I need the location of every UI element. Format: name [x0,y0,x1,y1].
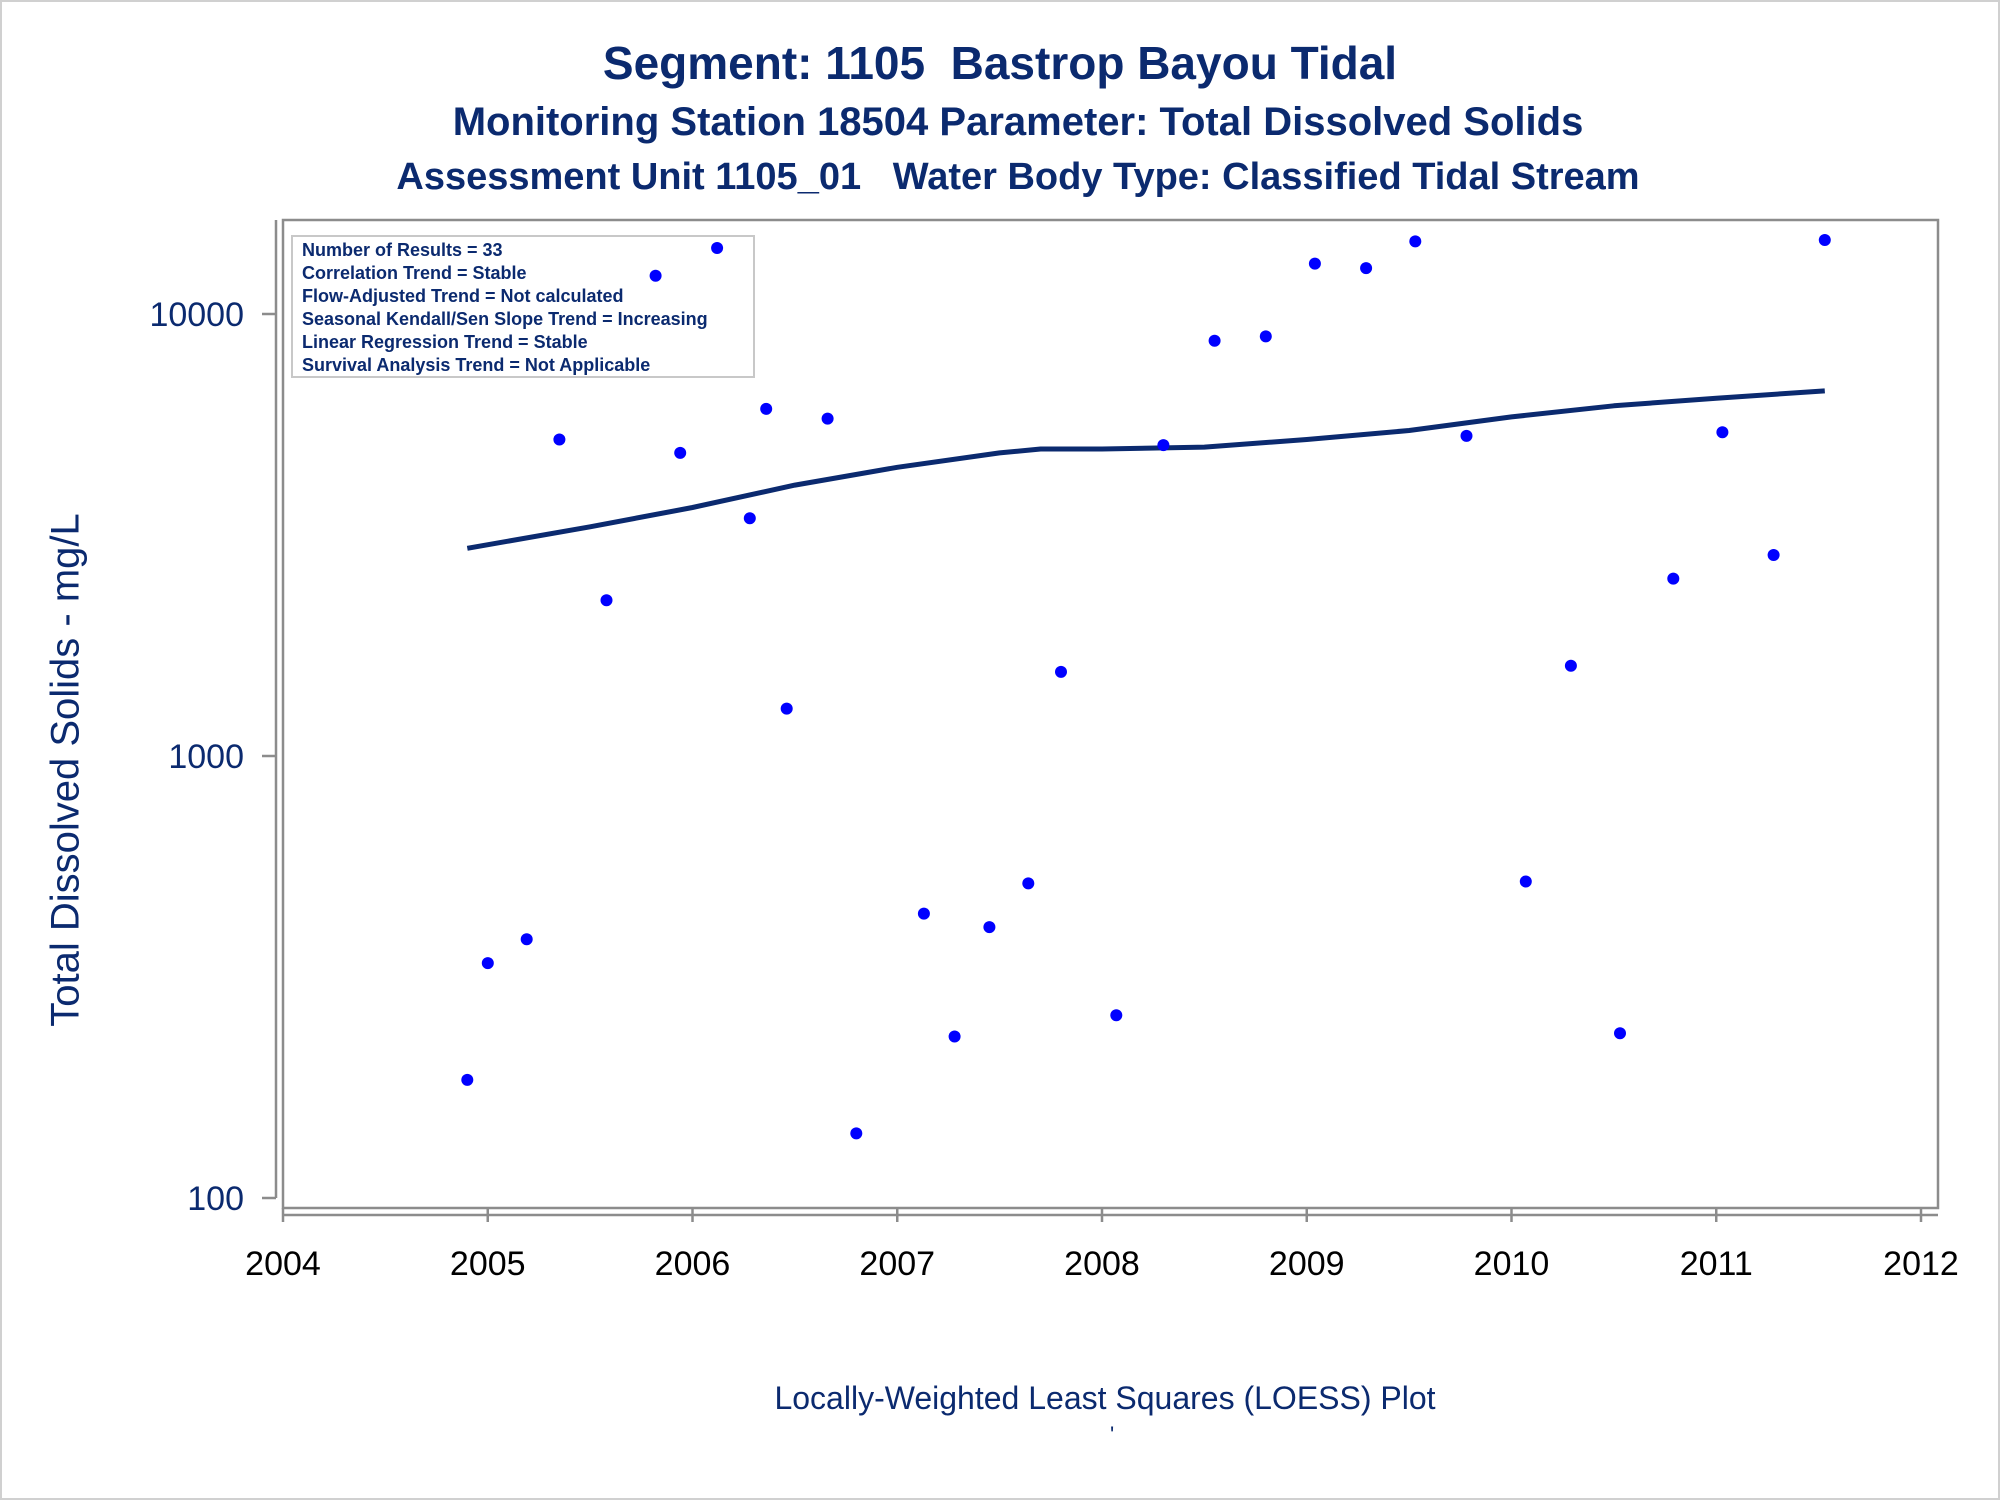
chart-subtitle-assessment: Assessment Unit 1105_01 Water Body Type:… [396,156,1640,198]
loess-trend-line [466,388,1825,551]
data-point [1360,262,1373,275]
chart-title: Segment: 1105 Bastrop Bayou Tidal [602,37,1398,89]
x-tick-label: 2004 [245,1245,321,1283]
data-point [649,269,662,282]
stats-line: Flow-Adjusted Trend = Not calculated [302,286,624,306]
data-point [1614,1027,1626,1040]
data-point [780,702,793,715]
data-point [850,1127,863,1140]
data-point [1716,426,1729,439]
footnote-mark: ' [1110,1422,1115,1447]
chart-subtitle-station: Monitoring Station 18504 Parameter: Tota… [452,100,1584,144]
data-point [1259,330,1272,343]
y-axis: 100 1000 10000 [149,220,278,1218]
data-point [821,412,834,425]
data-point [760,402,773,415]
data-point [1519,875,1532,888]
y-axis-label: Total Dissolved Solids - mg/L [43,513,88,1027]
data-point [1157,439,1170,452]
x-axis: 2004 2005 2006 2007 2008 2009 2010 2011 2012 [245,1208,1959,1283]
stats-line: Number of Results = 33 [302,240,503,260]
data-point [1208,334,1221,347]
data-point [1460,429,1473,442]
data-point [1564,659,1577,672]
stats-line: Linear Regression Trend = Stable [302,332,588,352]
data-point [1767,549,1780,561]
data-point [481,957,494,970]
data-point [948,1030,961,1043]
x-tick-label: 2008 [1064,1245,1140,1283]
x-tick-label: 2012 [1883,1245,1959,1283]
data-point [1022,877,1035,890]
data-point [1055,665,1067,678]
y-tick-label: 10000 [149,296,244,334]
stats-line: Correlation Trend = Stable [302,263,527,283]
y-tick-label: 100 [187,1180,244,1218]
data-point [600,594,613,607]
data-point [1818,234,1831,246]
x-tick-label: 2009 [1269,1245,1345,1283]
plot-footnote: Locally-Weighted Least Squares (LOESS) P… [774,1380,1436,1416]
data-point [461,1073,474,1086]
x-tick-label: 2010 [1474,1245,1550,1283]
x-tick-label: 2011 [1680,1245,1753,1283]
data-point [520,933,533,946]
data-point [674,446,687,459]
stats-line: Seasonal Kendall/Sen Slope Trend = Incre… [302,309,708,329]
data-point [917,907,930,920]
y-tick-label: 1000 [168,738,244,776]
data-point [553,433,566,446]
plot-area [281,218,1940,1210]
data-point [983,921,996,934]
data-point [1409,235,1422,248]
series-layer [461,234,1831,1140]
x-tick-label: 2006 [655,1245,731,1283]
x-tick-label: 2007 [859,1245,935,1283]
data-point [1667,572,1680,585]
x-tick-label: 2005 [450,1245,526,1283]
stats-box-border [291,235,755,378]
stats-line: Survival Analysis Trend = Not Applicable [302,355,650,375]
data-point [1110,1009,1123,1022]
data-point [743,512,756,525]
data-point [1308,257,1321,270]
stats-box: Number of Results = 33 Correlation Trend … [291,235,755,378]
data-point [711,242,724,254]
